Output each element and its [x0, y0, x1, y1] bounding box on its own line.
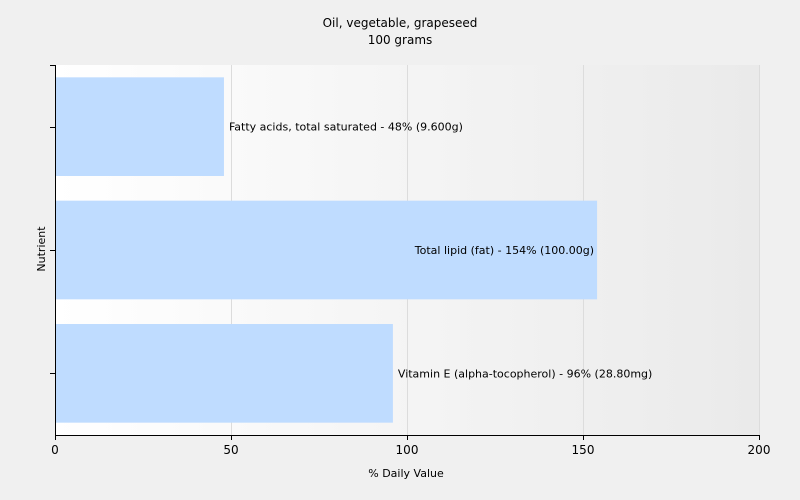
bar	[55, 324, 393, 423]
bar	[55, 200, 598, 300]
chart-subtitle: 100 grams	[368, 33, 433, 47]
bar	[55, 77, 224, 176]
bar-label: Total lipid (fat) - 154% (100.00g)	[414, 244, 594, 257]
x-tick-label: 200	[748, 443, 771, 457]
chart-title: Oil, vegetable, grapeseed	[323, 16, 478, 30]
labels: 0 50 100 150 200 Fatty acids, total saturated…	[51, 121, 770, 457]
bar-label: Vitamin E (alpha-tocopherol) - 96% (28.8…	[398, 367, 652, 380]
x-axis-title: % Daily Value	[368, 467, 444, 480]
axes	[50, 65, 760, 440]
bar-label: Fatty acids, total saturated - 48% (9.60…	[229, 121, 463, 134]
bars	[55, 77, 598, 423]
x-tick-label: 150	[572, 443, 595, 457]
x-tick-label: 0	[51, 443, 59, 457]
y-axis-title: Nutrient	[35, 226, 48, 272]
x-tick-label: 100	[396, 443, 419, 457]
x-tick-label: 50	[223, 443, 238, 457]
